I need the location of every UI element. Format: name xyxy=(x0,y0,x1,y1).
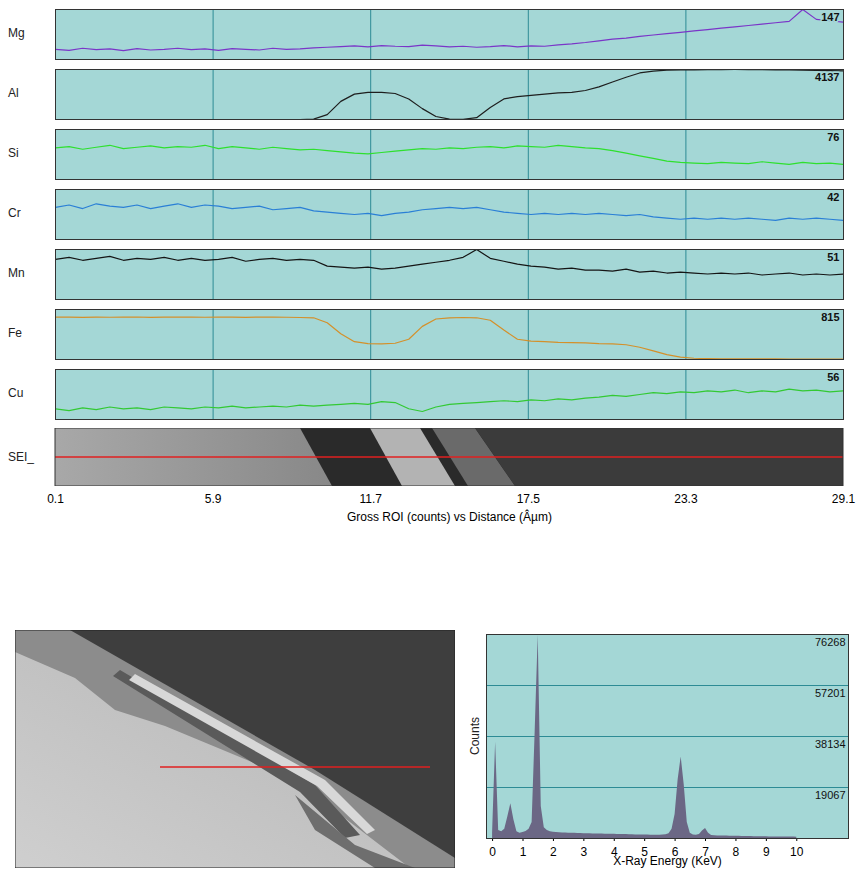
html-text:Counts: Counts xyxy=(468,717,482,755)
html-text:SEI_: SEI_ xyxy=(8,450,34,464)
svg-text:0.1: 0.1 xyxy=(47,492,64,506)
svg-text:51: 51 xyxy=(827,251,839,263)
svg-text:9: 9 xyxy=(763,845,770,859)
svg-text:X-Ray Energy (KeV): X-Ray Energy (KeV) xyxy=(613,854,722,868)
svg-text:Gross ROI (counts) vs Distance: Gross ROI (counts) vs Distance (Âµm) xyxy=(347,509,552,524)
svg-text:19067: 19067 xyxy=(815,789,846,801)
html-text:Cr: Cr xyxy=(8,206,21,220)
svg-text:57201: 57201 xyxy=(815,687,846,699)
svg-text:42: 42 xyxy=(827,191,839,203)
svg-text:4: 4 xyxy=(610,845,618,859)
svg-text:7: 7 xyxy=(702,845,709,859)
svg-text:0: 0 xyxy=(489,845,496,859)
html-text:Al: Al xyxy=(8,86,19,100)
svg-text:76: 76 xyxy=(827,131,839,143)
html-text:Si: Si xyxy=(8,146,19,160)
html-text:Mg: Mg xyxy=(8,26,25,40)
svg-text:815: 815 xyxy=(821,311,839,323)
svg-text:5.9: 5.9 xyxy=(205,492,222,506)
svg-text:10: 10 xyxy=(790,845,804,859)
svg-text:23.3: 23.3 xyxy=(674,492,698,506)
html-text:Mn: Mn xyxy=(8,266,25,280)
svg-text:2: 2 xyxy=(550,845,557,859)
svg-text:76268: 76268 xyxy=(815,636,846,648)
svg-text:29.1: 29.1 xyxy=(832,492,856,506)
html-text:Fe: Fe xyxy=(8,326,22,340)
svg-text:6: 6 xyxy=(671,845,679,859)
html-text:Cu: Cu xyxy=(8,386,24,400)
svg-text:11.7: 11.7 xyxy=(359,492,382,506)
svg-text:17.5: 17.5 xyxy=(517,492,541,506)
svg-text:5: 5 xyxy=(641,845,648,859)
svg-text:38134: 38134 xyxy=(815,738,846,750)
svg-text:1: 1 xyxy=(520,845,527,859)
svg-text:56: 56 xyxy=(827,371,839,383)
svg-text:4137: 4137 xyxy=(815,71,839,83)
svg-text:3: 3 xyxy=(581,845,588,859)
svg-text:8: 8 xyxy=(733,845,740,859)
svg-text:147: 147 xyxy=(821,11,839,23)
